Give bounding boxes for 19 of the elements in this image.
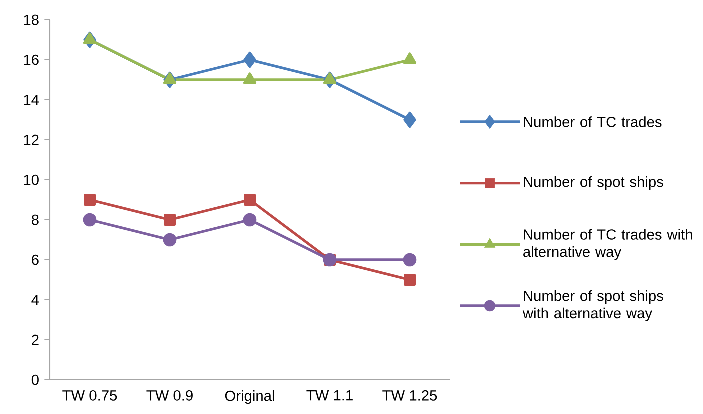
y-tick-label: 10 [24,174,39,186]
y-tick-label: 2 [32,334,39,346]
y-tick-label: 8 [32,214,39,226]
y-tick-label: 16 [24,54,39,66]
x-tick-label: TW 0.75 [62,390,118,401]
legend-label: Number of spot ships [524,176,664,190]
y-tick-label: 18 [24,14,39,26]
x-tick-label: TW 1.25 [382,390,438,401]
legend-label: Number of spot ships with alternative way [522,290,664,322]
legend-label: Number of TC trades with alternative way [524,229,692,260]
y-tick-label: 14 [24,94,40,106]
y-tick-label: 12 [24,134,39,146]
y-tick-label: 6 [32,254,39,266]
legend-label: Number of TC trades [524,116,662,128]
x-tick-label: Original [225,390,274,404]
x-tick-label: TW 1.1 [306,390,353,401]
y-tick-label: 4 [32,294,40,306]
y-tick-label: 0 [32,374,39,386]
x-tick-label: TW 0.9 [146,390,193,401]
